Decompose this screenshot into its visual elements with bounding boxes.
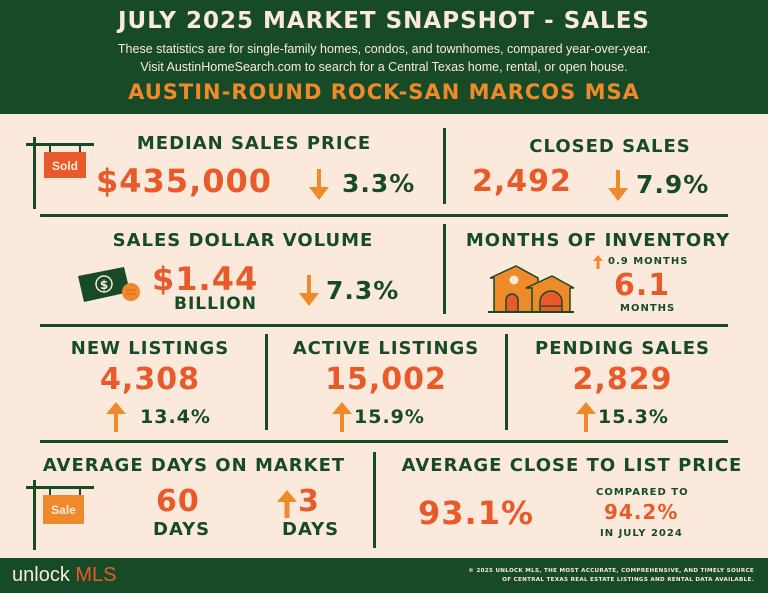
avg-days-on-market-change: 3 xyxy=(298,484,320,519)
header-banner: JULY 2025 MARKET SNAPSHOT - SALES These … xyxy=(0,0,768,114)
region-title: AUSTIN-ROUND ROCK-SAN MARCOS MSA xyxy=(128,80,640,104)
avg-close-to-list-value: 93.1% xyxy=(418,494,535,532)
logo-text-unlock: unlock xyxy=(12,564,70,586)
sale-sign-text: Sale xyxy=(51,503,76,517)
active-listings-change: 15.9% xyxy=(354,406,425,428)
months-of-inventory-unit: MONTHS xyxy=(620,303,676,314)
down-arrow-icon xyxy=(299,275,319,306)
new-listings-change: 13.4% xyxy=(140,406,211,428)
sale-sign-icon xyxy=(26,480,94,550)
months-of-inventory-value: 6.1 xyxy=(614,268,671,303)
compared-to-label: COMPARED TO xyxy=(596,487,689,498)
compared-to-period: IN JULY 2024 xyxy=(600,528,683,539)
up-arrow-icon xyxy=(593,255,603,269)
divider-v3 xyxy=(265,334,268,430)
footer: unlock MLS © 2025 UNLOCK MLS, THE MOST A… xyxy=(0,558,768,593)
up-arrow-icon xyxy=(332,402,352,432)
house-icon xyxy=(488,265,575,313)
divider-row1 xyxy=(40,214,728,217)
copyright-line-1: © 2025 UNLOCK MLS, THE MOST ACCURATE, CO… xyxy=(468,568,754,574)
sales-dollar-volume-unit: BILLION xyxy=(174,294,257,314)
copyright-text: © 2025 UNLOCK MLS, THE MOST ACCURATE, CO… xyxy=(468,567,754,585)
avg-days-on-market-value: 60 xyxy=(156,484,200,519)
avg-days-on-market-unit: DAYS xyxy=(153,519,211,540)
sales-dollar-volume-change: 7.3% xyxy=(326,276,400,305)
months-of-inventory-label: MONTHS OF INVENTORY xyxy=(465,230,731,251)
divider-row2 xyxy=(40,324,728,327)
sold-sign-text: Sold xyxy=(52,159,78,173)
avg-close-to-list-label: AVERAGE CLOSE TO LIST PRICE xyxy=(401,455,743,476)
closed-sales-value: 2,492 xyxy=(472,164,572,199)
pending-sales-value: 2,829 xyxy=(572,362,673,397)
unlock-mls-logo: unlock MLS xyxy=(12,564,117,587)
page-title: JULY 2025 MARKET SNAPSHOT - SALES xyxy=(117,8,650,34)
divider-row3 xyxy=(40,440,728,443)
divider-v5 xyxy=(373,452,376,548)
logo-text-mls: MLS xyxy=(69,564,117,586)
divider-v1 xyxy=(443,128,446,204)
closed-sales-change: 7.9% xyxy=(636,170,710,199)
subtitle-line-1: These statistics are for single-family h… xyxy=(117,42,651,56)
divider-v2 xyxy=(443,224,446,314)
down-arrow-icon xyxy=(309,169,329,200)
median-sales-price-value: $435,000 xyxy=(96,162,273,200)
up-arrow-icon xyxy=(106,402,126,432)
divider-v4 xyxy=(505,334,508,430)
new-listings-value: 4,308 xyxy=(100,362,200,397)
subtitle-line-2: Visit AustinHomeSearch.com to search for… xyxy=(140,60,628,74)
money-icon: $ xyxy=(78,267,140,302)
copyright-line-2: OF CENTRAL TEXAS REAL ESTATE LISTINGS AN… xyxy=(502,577,754,583)
svg-text:$: $ xyxy=(100,278,108,292)
up-arrow-icon xyxy=(277,490,297,518)
compared-to-value: 94.2% xyxy=(604,500,679,524)
avg-days-on-market-label: AVERAGE DAYS ON MARKET xyxy=(42,455,346,476)
up-arrow-icon xyxy=(576,402,596,432)
avg-days-on-market-change-unit: DAYS xyxy=(282,519,340,540)
new-listings-label: NEW LISTINGS xyxy=(70,338,230,359)
sales-dollar-volume-label: SALES DOLLAR VOLUME xyxy=(112,230,374,251)
months-of-inventory-change: 0.9 MONTHS xyxy=(608,256,689,267)
median-sales-price-change: 3.3% xyxy=(342,169,416,198)
down-arrow-icon xyxy=(608,170,628,201)
pending-sales-label: PENDING SALES xyxy=(535,338,710,359)
sales-dollar-volume-value: $1.44 xyxy=(152,260,259,298)
active-listings-label: ACTIVE LISTINGS xyxy=(292,338,480,359)
pending-sales-change: 15.3% xyxy=(598,406,669,428)
closed-sales-label: CLOSED SALES xyxy=(529,136,691,157)
active-listings-value: 15,002 xyxy=(325,362,447,397)
median-sales-price-label: MEDIAN SALES PRICE xyxy=(136,133,372,154)
sold-sign-icon xyxy=(26,137,94,209)
